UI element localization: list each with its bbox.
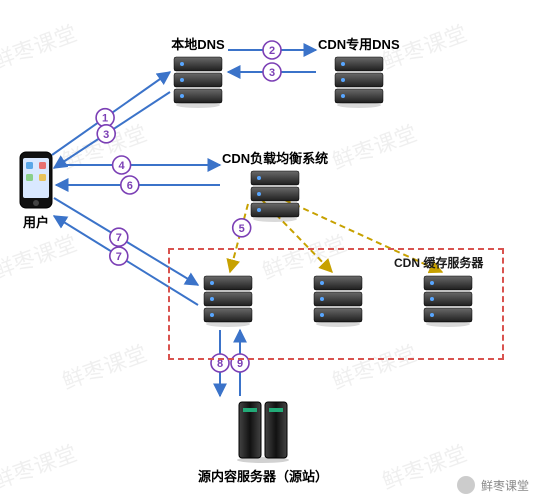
svg-text:3: 3 xyxy=(103,129,109,141)
svg-text:7: 7 xyxy=(116,232,122,244)
svg-text:3: 3 xyxy=(269,67,275,79)
step-circle-3: 3 xyxy=(97,125,115,143)
step-circle-2: 2 xyxy=(263,41,281,59)
step-circle-7: 7 xyxy=(110,228,128,246)
node-cache1 xyxy=(200,274,256,328)
cache-servers-label: CDN 缓存服务器 xyxy=(394,254,483,271)
footer-watermark: 鲜枣课堂 xyxy=(457,476,529,494)
step-circle-3: 3 xyxy=(263,63,281,81)
svg-text:7: 7 xyxy=(116,251,122,263)
svg-text:6: 6 xyxy=(127,180,133,192)
watermark: 鲜枣课堂 xyxy=(57,336,151,396)
watermark: 鲜枣课堂 xyxy=(327,116,421,176)
step-circle-6: 6 xyxy=(121,176,139,194)
step-circle-7: 7 xyxy=(110,247,128,265)
svg-text:1: 1 xyxy=(102,113,108,125)
footer-text: 鲜枣课堂 xyxy=(481,477,529,494)
svg-text:4: 4 xyxy=(119,160,126,172)
node-cdn_dns: CDN专用DNS xyxy=(318,34,400,109)
watermark: 鲜枣课堂 xyxy=(0,226,81,286)
svg-text:5: 5 xyxy=(239,223,245,235)
edge-1 xyxy=(52,72,170,155)
node-label-origin: 源内容服务器（源站） xyxy=(198,466,328,485)
svg-text:2: 2 xyxy=(269,45,275,57)
node-origin: 源内容服务器（源站） xyxy=(198,398,328,485)
watermark: 鲜枣课堂 xyxy=(0,16,81,76)
step-circle-1: 1 xyxy=(96,109,114,127)
edge-3 xyxy=(54,92,170,168)
watermark: 鲜枣课堂 xyxy=(0,436,81,496)
node-label-local_dns: 本地DNS xyxy=(171,34,224,53)
node-lb: CDN负载均衡系统 xyxy=(222,148,328,223)
node-label-user: 用户 xyxy=(23,212,49,231)
node-local_dns: 本地DNS xyxy=(170,34,226,109)
step-circle-4: 4 xyxy=(113,156,131,174)
watermark: 鲜枣课堂 xyxy=(57,116,151,176)
node-cache3 xyxy=(420,274,476,328)
node-user: 用户 xyxy=(18,150,54,231)
node-label-cdn_dns: CDN专用DNS xyxy=(318,34,400,53)
footer-logo-icon xyxy=(457,476,475,494)
node-label-lb: CDN负载均衡系统 xyxy=(222,148,328,167)
node-cache2 xyxy=(310,274,366,328)
